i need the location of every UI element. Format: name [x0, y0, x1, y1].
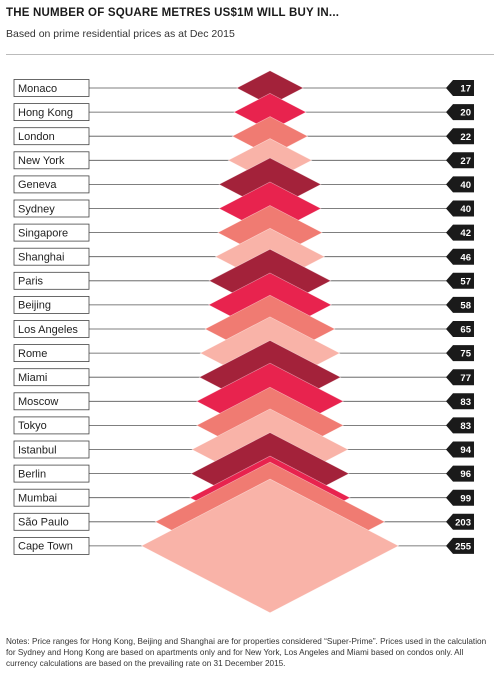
city-label-monaco: Monaco: [13, 79, 90, 97]
category-label: Paris: [18, 276, 44, 288]
category-label: Shanghai: [18, 252, 65, 264]
category-label: London: [18, 131, 55, 143]
city-label-singapore: Singapore: [13, 223, 90, 242]
value-tag: 20: [446, 104, 474, 121]
footnotes: Notes: Price ranges for Hong Kong, Beiji…: [6, 637, 487, 669]
value-tag: 99: [446, 489, 474, 506]
category-label: Hong Kong: [18, 107, 73, 119]
city-label-cape-town: Cape Town: [13, 536, 90, 555]
city-label-los-angeles: Los Angeles: [13, 320, 90, 338]
city-label-new-york: New York: [13, 151, 90, 170]
value-tag: 57: [446, 272, 474, 289]
value-tag: 255: [446, 537, 474, 554]
category-label: New York: [18, 155, 65, 167]
category-label: Mumbai: [18, 493, 57, 505]
city-label-hong-kong: Hong Kong: [13, 103, 90, 121]
value-label: 75: [460, 349, 471, 360]
value-tag: 65: [446, 321, 474, 337]
city-label-beijing: Beijing: [13, 295, 90, 314]
value-tag: 83: [446, 393, 474, 410]
category-label: Monaco: [18, 83, 57, 95]
header-divider: [6, 54, 494, 55]
category-label: Cape Town: [18, 541, 73, 553]
city-label-geneva: Geneva: [13, 175, 90, 194]
category-label: Los Angeles: [18, 324, 78, 336]
value-label: 40: [460, 180, 471, 191]
category-label: Istanbul: [18, 444, 57, 456]
value-label: 20: [460, 108, 471, 119]
value-label: 77: [460, 373, 471, 384]
value-label: 96: [460, 469, 471, 480]
value-tag: 40: [446, 200, 474, 217]
city-label-shanghai: Shanghai: [13, 247, 90, 266]
value-tag: 203: [446, 513, 474, 530]
city-label-mumbai: Mumbai: [13, 488, 90, 507]
category-label: Singapore: [18, 227, 68, 239]
value-label: 22: [460, 132, 471, 143]
category-label: Berlin: [18, 468, 46, 480]
category-label: Tokyo: [18, 420, 47, 432]
value-tag: 40: [446, 176, 474, 193]
category-label: Geneva: [18, 179, 57, 191]
city-label-istanbul: Istanbul: [13, 440, 90, 459]
category-label: Beijing: [18, 300, 51, 312]
value-tag: 75: [446, 345, 474, 362]
city-label-tokyo: Tokyo: [13, 416, 90, 435]
category-label: São Paulo: [18, 517, 69, 529]
city-label-berlin: Berlin: [13, 464, 90, 483]
value-label: 203: [455, 517, 471, 528]
value-label: 40: [460, 204, 471, 215]
value-tag: 27: [446, 152, 474, 169]
value-tag: 94: [446, 441, 474, 458]
diamond-bar-cape-town: [140, 478, 400, 614]
value-label: 27: [460, 156, 471, 167]
city-label-miami: Miami: [13, 368, 90, 387]
city-label-paris: Paris: [13, 271, 90, 290]
category-label: Sydney: [18, 203, 55, 215]
value-label: 58: [460, 301, 471, 312]
value-tag: 42: [446, 224, 474, 241]
city-label-s-o-paulo: São Paulo: [13, 512, 90, 531]
category-label: Rome: [18, 348, 47, 360]
value-label: 46: [460, 252, 471, 263]
value-label: 65: [460, 325, 471, 336]
value-tag: 96: [446, 465, 474, 482]
city-label-rome: Rome: [13, 344, 90, 363]
value-label: 42: [460, 228, 471, 239]
value-label: 57: [460, 276, 471, 287]
value-tag: 17: [446, 80, 474, 96]
category-label: Miami: [18, 372, 47, 384]
value-tag: 46: [446, 248, 474, 265]
value-tag: 83: [446, 417, 474, 434]
chart-subtitle: Based on prime residential prices as at …: [6, 28, 235, 40]
value-label: 94: [460, 445, 471, 456]
value-tag: 77: [446, 369, 474, 386]
value-label: 99: [460, 493, 471, 504]
category-label: Moscow: [18, 396, 58, 408]
diamond-chart: Monaco 17 Hong Kong 20 London 22 New York 27 Gen…: [13, 70, 474, 614]
chart-title: THE NUMBER OF SQUARE METRES US$1M WILL B…: [6, 7, 340, 19]
city-label-london: London: [13, 127, 90, 146]
city-label-moscow: Moscow: [13, 392, 90, 411]
value-label: 83: [460, 397, 471, 408]
value-label: 83: [460, 421, 471, 432]
value-label: 255: [455, 542, 472, 553]
city-label-sydney: Sydney: [13, 199, 90, 218]
value-tag: 58: [446, 296, 474, 313]
value-label: 17: [460, 84, 471, 95]
value-tag: 22: [446, 128, 474, 145]
